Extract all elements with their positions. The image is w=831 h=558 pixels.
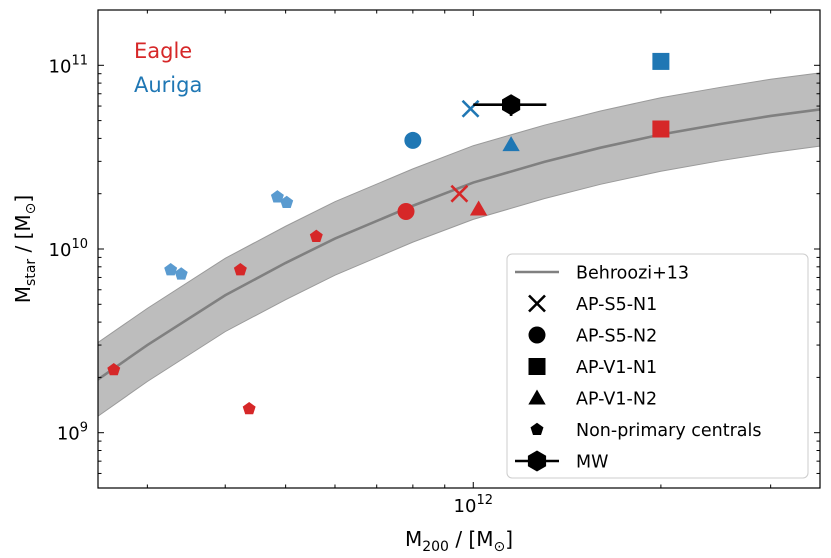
legend-entry-ap-s5-n2: AP-S5-N2 (528, 326, 657, 347)
legend-entry-mw: MW (515, 450, 608, 473)
series-ap-s5-n1-auriga (461, 99, 480, 118)
legend-entry-behroozi-13: Behroozi+13 (515, 264, 689, 284)
behroozi-curve (98, 108, 820, 381)
legend-label: AP-V1-N2 (576, 390, 657, 410)
legend-label: AP-V1-N1 (576, 358, 657, 378)
series-ap-s5-n1-eagle (450, 184, 469, 203)
legend-label: Non-primary centrals (576, 421, 762, 441)
data-point-8-3 (309, 229, 323, 242)
legend-label: AP-S5-N1 (576, 295, 657, 315)
legend-label: MW (576, 453, 608, 473)
y-axis-title: Mstar / [M⊙] (11, 195, 39, 303)
y-tick-label: 109 (57, 421, 88, 445)
sim-label-eagle: Eagle (134, 39, 192, 63)
data-point-6-0 (469, 200, 488, 216)
legend-marker-swatch (527, 450, 547, 472)
data-point-4-0 (652, 120, 670, 138)
data-point-5-0 (652, 52, 670, 70)
series-ap-v1-n1-auriga (652, 52, 670, 70)
data-point-9-1 (174, 267, 188, 280)
legend-marker-swatch-stroke-b (528, 294, 546, 313)
legend-marker-swatch (528, 389, 546, 405)
legend-marker-swatch (530, 422, 544, 435)
data-point-7-0 (502, 136, 520, 152)
behroozi-band-area (98, 72, 820, 417)
data-markers (107, 52, 670, 415)
series-ap-v1-n1-eagle (652, 120, 670, 138)
data-point-10-0 (502, 94, 521, 116)
y-tick-label: 1011 (49, 53, 88, 77)
legend-marker-swatch (528, 294, 546, 313)
data-point-9-0 (164, 263, 178, 276)
legend-label: Behroozi+13 (576, 264, 689, 284)
data-point-9-3 (280, 195, 294, 209)
series-ap-s5-n2-eagle (397, 203, 415, 221)
legend-label: AP-S5-N2 (576, 327, 657, 347)
legend-marker-swatch (528, 358, 546, 375)
data-point-8-2 (242, 401, 256, 415)
data-point-8-1 (233, 263, 247, 276)
series-ap-s5-n2-auriga (404, 131, 422, 149)
legend-box (506, 253, 809, 479)
data-point-2-0 (397, 203, 415, 221)
axis-ticks (98, 9, 820, 489)
behroozi-median-line (98, 108, 820, 381)
sim-label-auriga: Auriga (134, 73, 202, 97)
data-point-3-0 (404, 131, 422, 149)
data-point-1-0 (461, 99, 480, 118)
legend-entry-ap-v1-n2: AP-V1-N2 (528, 389, 657, 410)
data-point-8-0 (107, 363, 121, 376)
data-point-0-0-stroke-b (450, 184, 469, 203)
series-mw (473, 94, 547, 116)
legend-entry-ap-v1-n1: AP-V1-N1 (528, 358, 657, 378)
data-point-9-2 (270, 190, 284, 203)
series-non-primary-centrals-eagle (107, 229, 323, 415)
legend-entry-ap-s5-n1: AP-S5-N1 (528, 294, 657, 315)
legend-entry-non-primary-centrals: Non-primary centrals (530, 421, 762, 441)
y-tick-label: 1010 (49, 237, 88, 261)
series-ap-v1-n2-auriga (502, 136, 520, 152)
x-axis-title: M200 / [M⊙] (405, 527, 513, 555)
axis-labels: 1012 109 1010 1011 M200 / [M⊙] Mstar / [M⊙] Ea… (11, 39, 513, 555)
legend: Behroozi+13 AP-S5-N1 AP-S5-N2 AP-V1-N1 AP-V1… (506, 253, 809, 479)
legend-marker-swatch (528, 326, 546, 344)
series-non-primary-centrals-auriga (164, 190, 294, 280)
behroozi-scatter-band (98, 72, 820, 417)
x-tick-label: 1012 (454, 493, 493, 517)
data-point-1-0-stroke-b (461, 99, 480, 118)
data-point-0-0 (450, 184, 469, 203)
series-ap-v1-n2-eagle (469, 200, 488, 216)
